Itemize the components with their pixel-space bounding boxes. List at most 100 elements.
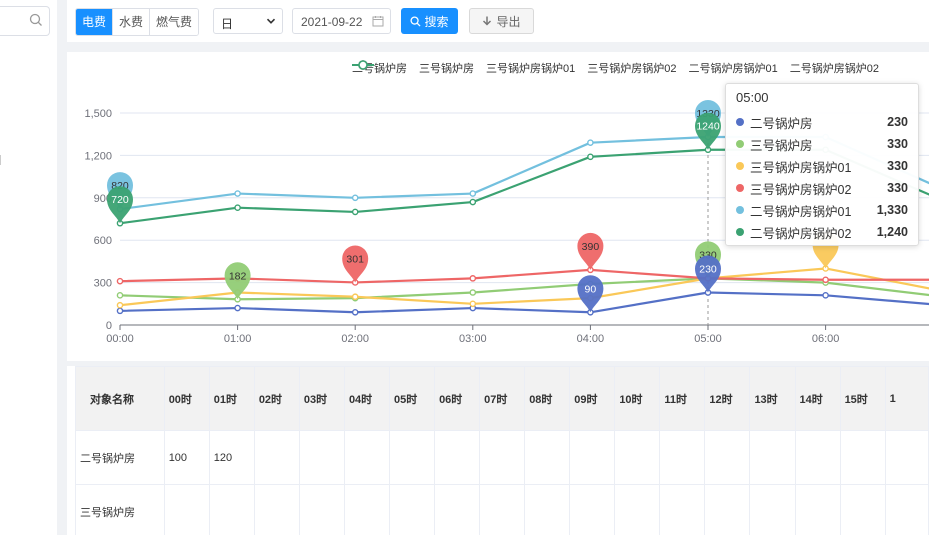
y-tick-label: 300 bbox=[94, 278, 112, 290]
x-tick-label: 05:00 bbox=[694, 333, 722, 345]
hour-value-cell bbox=[659, 430, 706, 485]
marker-shape bbox=[224, 262, 251, 300]
hour-value-cell bbox=[163, 484, 210, 535]
sidebar-search-input[interactable] bbox=[0, 6, 50, 36]
data-point bbox=[234, 304, 241, 312]
column-header-hour: 10时 bbox=[614, 366, 661, 431]
legend-item[interactable]: 三号锅炉房锅炉02 bbox=[352, 60, 677, 76]
column-header-hour: 15时 bbox=[839, 366, 886, 431]
hour-value-cell bbox=[704, 484, 751, 535]
sidebar-divider bbox=[0, 155, 1, 165]
search-icon[interactable] bbox=[29, 13, 43, 27]
export-button[interactable]: 导出 bbox=[469, 8, 534, 34]
marker-label: 1240 bbox=[696, 121, 720, 133]
data-point bbox=[587, 139, 594, 146]
hour-value-cell bbox=[794, 430, 841, 485]
legend-item[interactable]: 二号锅炉房锅炉02 bbox=[352, 60, 879, 76]
legend-label: 二号锅炉房锅炉02 bbox=[789, 63, 879, 75]
hour-value-cell bbox=[434, 484, 481, 535]
marker-label: 90 bbox=[585, 283, 597, 295]
hour-value-cell bbox=[343, 484, 391, 535]
column-header-hour: 14时 bbox=[794, 366, 841, 431]
data-point bbox=[469, 198, 477, 206]
column-header-hour: 13时 bbox=[749, 366, 796, 431]
data-point bbox=[822, 292, 829, 299]
period-select-value: 日 bbox=[221, 17, 234, 31]
data-point bbox=[116, 292, 124, 299]
date-value: 2021-09-22 bbox=[301, 15, 363, 29]
hour-value-cell bbox=[749, 484, 796, 535]
column-header-hour: 08时 bbox=[524, 366, 571, 431]
hour-value-cell bbox=[479, 484, 526, 535]
tab-gas[interactable]: 燃气费 bbox=[150, 9, 199, 35]
date-picker[interactable]: 2021-09-22 bbox=[292, 8, 391, 34]
search-button-label: 搜索 bbox=[424, 14, 449, 29]
hour-value-cell bbox=[479, 430, 526, 485]
marker-label: 182 bbox=[229, 270, 247, 282]
hour-value-cell: 100 bbox=[163, 430, 210, 485]
tooltip-row: 三号锅炉房 330 bbox=[736, 133, 908, 155]
data-table-panel: 对象名称 00时 01时 02时 03时 04时 05时 06时 07时 08时 09时 10时 11时… bbox=[67, 366, 929, 535]
data-point bbox=[587, 153, 594, 161]
data-point bbox=[234, 204, 241, 211]
tab-electricity[interactable]: 电费 bbox=[76, 9, 114, 35]
hour-value-cell bbox=[434, 430, 481, 485]
table-row: 三号锅炉房 bbox=[75, 484, 929, 535]
tooltip-title: 05:00 bbox=[736, 90, 769, 105]
series-line bbox=[119, 268, 929, 284]
data-point bbox=[351, 308, 359, 316]
y-tick-label: 0 bbox=[106, 320, 112, 332]
tooltip-row: 二号锅炉房锅炉02 1,240 bbox=[736, 221, 908, 243]
series-line bbox=[119, 267, 929, 307]
legend-item[interactable]: 三号锅炉房锅炉01 bbox=[352, 60, 575, 76]
hour-value-cell bbox=[839, 484, 886, 535]
column-header-hour: 11时 bbox=[659, 366, 706, 431]
marker-shape bbox=[107, 186, 133, 224]
hour-value-cell bbox=[253, 430, 300, 485]
tooltip-row: 三号锅炉房锅炉02 330 bbox=[736, 177, 908, 199]
marker-shape bbox=[695, 255, 721, 293]
tab-water[interactable]: 水费 bbox=[113, 9, 151, 35]
chart-legend: 二号锅炉房 三号锅炉房 三号锅炉房锅炉01 三号锅炉房锅炉02 二号锅炉房锅炉01 二号锅… bbox=[352, 60, 879, 76]
chart-panel: 0 300 600 900 1,200 1,500 00:00 01:00 02:00 03:00… bbox=[67, 52, 929, 361]
legend-label: 二号锅炉房锅炉01 bbox=[688, 63, 778, 75]
data-point bbox=[116, 301, 124, 309]
tooltip-row: 三号锅炉房锅炉01 330 bbox=[736, 155, 908, 177]
data-point bbox=[351, 293, 359, 301]
hour-value-cell bbox=[749, 430, 796, 485]
marker-label: 330 bbox=[699, 249, 717, 261]
tooltip-series-name: 二号锅炉房锅炉01 bbox=[750, 204, 852, 219]
hour-value-cell bbox=[208, 484, 255, 535]
series-line bbox=[119, 291, 929, 314]
column-header-hour: 05时 bbox=[388, 366, 436, 431]
legend-label: 三号锅炉房锅炉02 bbox=[587, 63, 677, 75]
table-row: 二号锅炉房 100 120 bbox=[75, 430, 929, 485]
data-point bbox=[116, 307, 124, 315]
period-select[interactable]: 日 bbox=[213, 8, 283, 34]
search-button[interactable]: 搜索 bbox=[401, 8, 458, 34]
data-table: 对象名称 00时 01时 02时 03时 04时 05时 06时 07时 08时 09时 10时 11时… bbox=[75, 366, 929, 535]
hour-value-cell bbox=[614, 484, 661, 535]
hour-value-cell bbox=[298, 484, 345, 535]
column-header-hour: 1 bbox=[884, 366, 929, 431]
column-header-hour: 07时 bbox=[479, 366, 526, 431]
marker-label: 720 bbox=[111, 194, 129, 206]
hour-value-cell bbox=[524, 430, 571, 485]
series-dot-icon bbox=[736, 162, 744, 170]
tooltip-series-value: 330 bbox=[887, 159, 908, 173]
hour-value-cell bbox=[884, 484, 929, 535]
column-header-hour: 06时 bbox=[434, 366, 481, 431]
series-line bbox=[119, 277, 929, 301]
legend-item[interactable]: 二号锅炉房锅炉01 bbox=[352, 60, 778, 76]
data-point bbox=[116, 277, 124, 285]
hour-value-cell bbox=[388, 430, 436, 485]
legend-item[interactable]: 三号锅炉房 bbox=[352, 60, 474, 76]
column-header-hour: 00时 bbox=[163, 366, 210, 431]
tooltip-series-name: 三号锅炉房锅炉02 bbox=[750, 182, 852, 197]
data-point bbox=[469, 289, 477, 296]
marker-shape bbox=[695, 112, 721, 150]
data-point bbox=[234, 190, 241, 197]
hour-value-cell bbox=[569, 484, 616, 535]
x-tick-label: 04:00 bbox=[577, 333, 605, 345]
hour-value-cell bbox=[794, 484, 841, 535]
